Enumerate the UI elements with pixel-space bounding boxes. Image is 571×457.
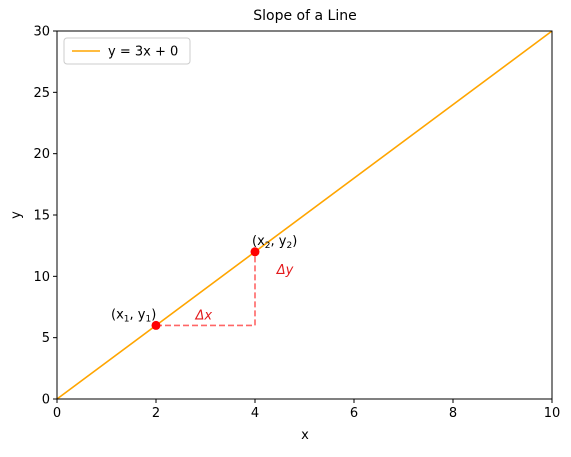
x-tick-label-1: 2 xyxy=(152,406,160,421)
y-tick-label-2: 10 xyxy=(33,270,50,285)
legend-entry-0: y = 3x + 0 xyxy=(108,45,178,60)
chart-title: Slope of a Line xyxy=(253,8,356,24)
series-line-0 xyxy=(56,30,553,400)
y-tick-label-6: 30 xyxy=(33,25,50,40)
y-tick-label-5: 25 xyxy=(33,86,50,101)
y-tick-label-3: 15 xyxy=(33,209,50,224)
x-tick-label-5: 10 xyxy=(544,406,561,421)
x-tick-label-2: 4 xyxy=(251,406,259,421)
point-label-2: (x2, y2) xyxy=(252,234,297,251)
x-tick-label-0: 0 xyxy=(53,406,61,421)
delta-x-label: Δx xyxy=(195,308,213,323)
x-tick-label-3: 6 xyxy=(350,406,358,421)
x-tick-label-4: 8 xyxy=(449,406,457,421)
legend-box xyxy=(63,37,191,65)
data-point-1 xyxy=(151,320,161,330)
y-tick-label-4: 20 xyxy=(33,147,50,162)
data-point-2 xyxy=(250,247,260,257)
y-axis-label: y xyxy=(9,211,24,219)
delta-y-label: Δy xyxy=(276,263,294,278)
x-axis-label: x xyxy=(301,428,309,443)
y-tick-label-0: 0 xyxy=(42,393,50,408)
point-label-1: (x1, y1) xyxy=(111,307,156,324)
plot-area: (x1, y1) (x2, y2) Δx Δy 0 2 4 6 8 10 0 5 10 15 20 25 30 y… xyxy=(33,25,560,422)
y-tick-label-1: 5 xyxy=(42,331,50,346)
